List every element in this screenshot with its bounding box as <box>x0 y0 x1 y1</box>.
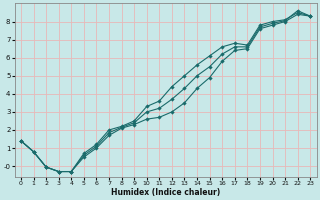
X-axis label: Humidex (Indice chaleur): Humidex (Indice chaleur) <box>111 188 220 197</box>
